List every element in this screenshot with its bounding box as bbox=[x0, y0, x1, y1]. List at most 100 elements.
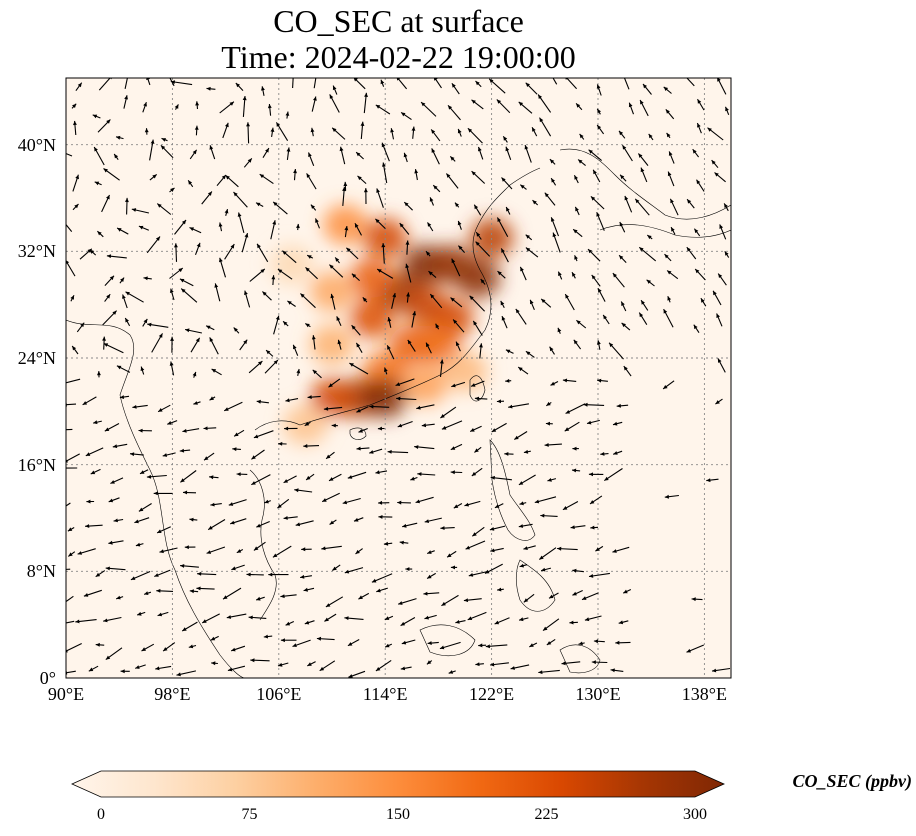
wind-arrow-head bbox=[143, 276, 148, 281]
wind-arrow-head bbox=[371, 578, 377, 583]
wind-arrow-head bbox=[292, 643, 297, 647]
wind-arrow-head bbox=[103, 618, 108, 623]
wind-arrow-head bbox=[206, 550, 212, 554]
wind-arrow-head bbox=[505, 378, 510, 383]
wind-arrow-head bbox=[539, 117, 544, 123]
wind-arrow-head bbox=[415, 499, 420, 504]
lat-tick-label: 32°N bbox=[17, 241, 56, 262]
wind-arrow-head bbox=[612, 549, 617, 553]
wind-arrow-head bbox=[305, 323, 310, 328]
wind-arrow-head bbox=[597, 378, 602, 383]
wind-arrow-head bbox=[146, 474, 152, 479]
wind-arrow-head bbox=[130, 452, 135, 457]
wind-arrow-head bbox=[103, 168, 108, 173]
wind-arrow-head bbox=[143, 318, 148, 324]
wind-arrow-head bbox=[189, 589, 194, 594]
wind-arrow-head bbox=[358, 595, 363, 600]
wind-arrow-head bbox=[574, 255, 578, 260]
wind-arrow-head bbox=[532, 200, 537, 205]
wind-arrow-head bbox=[558, 271, 562, 276]
wind-arrow-head bbox=[303, 587, 308, 592]
wind-arrow-head bbox=[518, 481, 524, 485]
wind-arrow-head bbox=[329, 264, 334, 269]
wind-arrow-head bbox=[384, 616, 390, 620]
wind-arrow-head bbox=[520, 266, 524, 272]
wind-arrow-head bbox=[619, 255, 624, 260]
wind-arrow-head bbox=[267, 104, 272, 109]
wind-arrow-head bbox=[116, 365, 122, 370]
wind-arrow-head bbox=[330, 293, 335, 299]
wind-arrow-head bbox=[610, 668, 615, 673]
wind-arrow-head bbox=[329, 520, 334, 525]
wind-arrow-head bbox=[354, 517, 359, 522]
wind-arrow-head bbox=[294, 488, 299, 493]
wind-arrow-shaft bbox=[124, 78, 128, 90]
wind-arrow-head bbox=[524, 145, 529, 150]
wind-arrow-head bbox=[176, 672, 181, 677]
wind-arrow-head bbox=[552, 232, 557, 238]
wind-arrow-head bbox=[593, 169, 597, 175]
wind-arrow-head bbox=[303, 444, 308, 448]
wind-arrow-head bbox=[667, 296, 672, 301]
wind-arrow-head bbox=[229, 101, 234, 106]
wind-arrow-head bbox=[474, 396, 480, 401]
wind-arrow-head bbox=[715, 400, 720, 405]
wind-arrow-head bbox=[615, 640, 620, 645]
wind-arrow-head bbox=[474, 448, 479, 453]
wind-arrow-head bbox=[663, 385, 668, 389]
wind-arrow-head bbox=[116, 135, 121, 140]
wind-arrow-head bbox=[170, 80, 176, 84]
wind-arrow-head bbox=[179, 278, 185, 283]
wind-arrow-head bbox=[262, 291, 267, 296]
wind-arrow-head bbox=[473, 320, 478, 326]
wind-arrow-head bbox=[396, 78, 401, 81]
wind-arrow-head bbox=[717, 78, 721, 82]
wind-arrow-head bbox=[233, 192, 238, 197]
wind-arrow-head bbox=[387, 449, 392, 454]
wind-arrow-head bbox=[364, 92, 368, 97]
wind-arrow-head bbox=[344, 616, 349, 621]
wind-arrow-head bbox=[387, 345, 391, 350]
wind-arrow-head bbox=[457, 128, 462, 134]
wind-arrow-head bbox=[588, 249, 593, 254]
wind-arrow-head bbox=[457, 220, 462, 226]
wind-arrow-head bbox=[375, 104, 381, 109]
wind-arrow-head bbox=[218, 222, 223, 227]
lon-tick-label: 90°E bbox=[47, 684, 85, 704]
wind-arrow-head bbox=[395, 382, 401, 386]
wind-arrow-head bbox=[426, 660, 432, 665]
wind-arrow-head bbox=[435, 323, 440, 329]
wind-arrow-head bbox=[663, 86, 669, 91]
wind-arrow-head bbox=[329, 477, 334, 481]
wind-arrow-head bbox=[137, 611, 142, 616]
wind-arrow-head bbox=[426, 342, 430, 348]
wind-arrow-head bbox=[622, 145, 627, 150]
wind-arrow-head bbox=[355, 549, 360, 554]
wind-arrow-head bbox=[209, 396, 214, 401]
wind-arrow-shaft bbox=[66, 502, 71, 507]
wind-arrow-head bbox=[725, 106, 729, 112]
wind-arrow-head bbox=[619, 130, 624, 136]
wind-arrow-head bbox=[485, 569, 490, 574]
wind-arrow-head bbox=[700, 298, 705, 303]
wind-arrow-head bbox=[230, 244, 235, 249]
wind-arrow-head bbox=[440, 526, 445, 530]
wind-arrow-head bbox=[268, 572, 273, 577]
wind-arrow-head bbox=[532, 127, 536, 132]
wind-arrow-head bbox=[550, 381, 555, 386]
lat-tick-label: 16°N bbox=[17, 454, 56, 475]
wind-arrow-head bbox=[412, 311, 417, 316]
wind-arrow-head bbox=[478, 146, 482, 152]
wind-arrow-head bbox=[506, 207, 510, 212]
wind-arrow-head bbox=[519, 563, 524, 568]
wind-arrow-head bbox=[383, 541, 389, 546]
wind-arrow-head bbox=[471, 383, 476, 387]
wind-arrow-head bbox=[337, 339, 342, 345]
wind-arrow-head bbox=[296, 223, 300, 229]
wind-arrow-head bbox=[140, 470, 145, 474]
wind-arrow-head bbox=[504, 452, 509, 456]
wind-arrow-head bbox=[125, 318, 129, 323]
wind-arrow-head bbox=[346, 247, 351, 252]
wind-arrow-head bbox=[456, 341, 460, 346]
wind-arrow-head bbox=[385, 643, 390, 648]
